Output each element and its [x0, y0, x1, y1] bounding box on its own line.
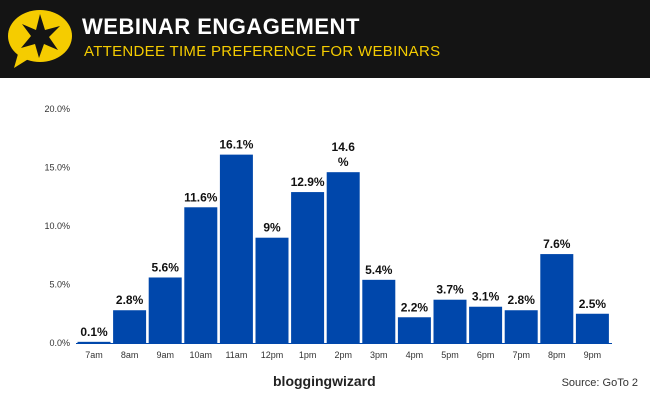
x-tick-label: 2pm	[334, 350, 352, 360]
data-label: 16.1%	[219, 138, 253, 152]
x-tick-label: 1pm	[299, 350, 317, 360]
bar	[469, 306, 503, 343]
x-tick-label: 5pm	[441, 350, 459, 360]
speech-bubble-star-icon	[8, 10, 72, 68]
y-tick-label: 20.0%	[44, 104, 70, 114]
data-label: 2.8%	[116, 293, 144, 307]
x-tick-label: 6pm	[477, 350, 495, 360]
x-tick-label: 9pm	[584, 350, 602, 360]
data-label: 14.6	[332, 140, 356, 154]
data-label: 5.4%	[365, 263, 393, 277]
chart-title: WEBINAR ENGAGEMENT	[82, 14, 360, 39]
bar	[77, 341, 111, 343]
data-label: 11.6%	[184, 190, 218, 204]
x-tick-label: 7am	[85, 350, 103, 360]
bar	[148, 277, 182, 343]
x-tick-label: 7pm	[512, 350, 530, 360]
bar	[291, 192, 325, 343]
bar	[184, 207, 218, 343]
x-tick-label: 3pm	[370, 350, 388, 360]
x-tick-label: 4pm	[406, 350, 424, 360]
bar	[362, 279, 396, 343]
data-label: 2.8%	[508, 293, 536, 307]
source-note: Source: GoTo 2	[561, 377, 638, 389]
x-tick-label: 8am	[121, 350, 139, 360]
bar	[326, 172, 360, 343]
x-tick-label: 9am	[156, 350, 174, 360]
bar	[575, 313, 609, 343]
bar	[255, 237, 289, 343]
data-label: 5.6%	[152, 260, 180, 274]
y-tick-label: 5.0%	[49, 280, 70, 290]
data-label: 9%	[263, 221, 281, 235]
x-tick-label: 8pm	[548, 350, 566, 360]
y-tick-label: 10.0%	[44, 221, 70, 231]
bar	[540, 254, 574, 343]
x-tick-label: 12pm	[261, 350, 284, 360]
data-label: 12.9%	[291, 175, 325, 189]
data-label: %	[338, 155, 349, 169]
bar	[113, 310, 147, 343]
x-tick-label: 10am	[190, 350, 213, 360]
bar	[504, 310, 538, 343]
x-tick-label: 11am	[225, 350, 247, 360]
chart-subtitle: ATTENDEE TIME PREFERENCE FOR WEBINARS	[84, 43, 441, 60]
bar	[397, 317, 431, 343]
bar	[219, 154, 253, 343]
bar	[433, 299, 467, 343]
brand-logo: bloggingwizard	[273, 373, 376, 389]
data-label: 3.7%	[436, 283, 464, 297]
header: WEBINAR ENGAGEMENT ATTENDEE TIME PREFERE…	[0, 0, 650, 78]
data-label: 2.2%	[401, 300, 429, 314]
data-label: 0.1%	[80, 325, 108, 339]
y-tick-label: 15.0%	[44, 163, 70, 173]
data-label: 3.1%	[472, 290, 500, 304]
data-label: 2.5%	[579, 297, 607, 311]
data-label: 7.6%	[543, 237, 571, 251]
y-tick-label: 0.0%	[49, 338, 70, 348]
